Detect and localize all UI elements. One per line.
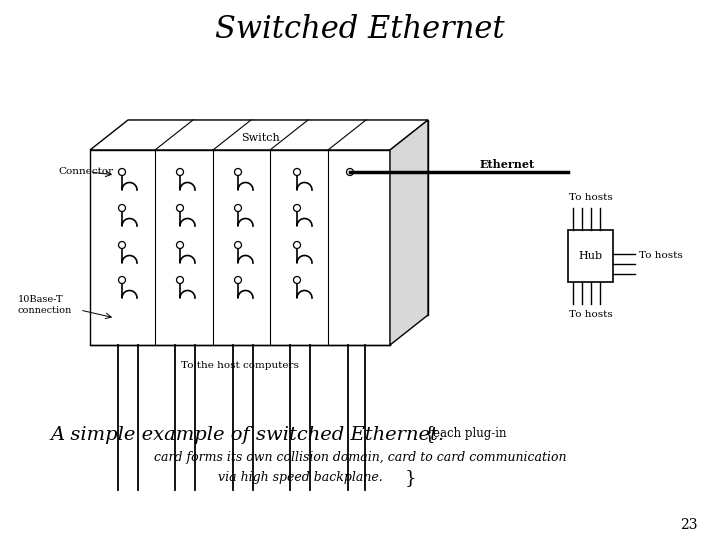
Text: To the host computers: To the host computers [181,361,299,369]
Text: via high speed backplane.: via high speed backplane. [217,470,382,483]
Polygon shape [90,150,390,345]
Text: {: { [424,425,436,443]
Polygon shape [128,120,428,315]
Text: To hosts: To hosts [569,310,613,319]
Text: Connector: Connector [58,167,113,177]
Text: 23: 23 [680,518,698,532]
Text: card forms its own collision domain, card to card communication: card forms its own collision domain, car… [154,450,566,463]
Polygon shape [390,120,428,345]
Text: each plug-in: each plug-in [433,427,506,440]
Text: To hosts: To hosts [639,252,683,260]
Text: To hosts: To hosts [569,193,613,202]
Text: Ethernet: Ethernet [480,159,535,170]
Text: Switch: Switch [240,133,279,143]
Text: A simple example of switched Ethernet.: A simple example of switched Ethernet. [50,426,444,444]
Polygon shape [90,120,428,150]
Text: Switched Ethernet: Switched Ethernet [215,15,505,45]
Text: }: } [405,469,416,487]
Text: Hub: Hub [578,251,603,261]
Text: 10Base-T
connection: 10Base-T connection [18,295,72,315]
Bar [568,230,613,282]
